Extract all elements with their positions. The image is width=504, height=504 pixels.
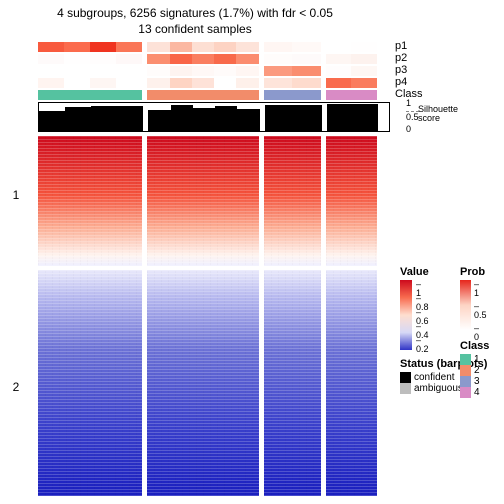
heatmap xyxy=(38,136,390,496)
silhouette-label: Silhouette score xyxy=(418,105,458,123)
title-line1: 4 subgroups, 6256 signatures (1.7%) with… xyxy=(0,6,390,20)
silhouette-axis: 1 0.5 0 Silhouette score xyxy=(396,101,422,131)
annotation-tracks xyxy=(38,42,390,132)
y-label-1: 1 xyxy=(10,188,22,202)
y-label-2: 2 xyxy=(10,380,22,394)
legend-prob-class: Prob – 1– 0.5– 0 Class 1234 xyxy=(460,266,502,399)
title-line2: 13 confident samples xyxy=(0,22,390,36)
